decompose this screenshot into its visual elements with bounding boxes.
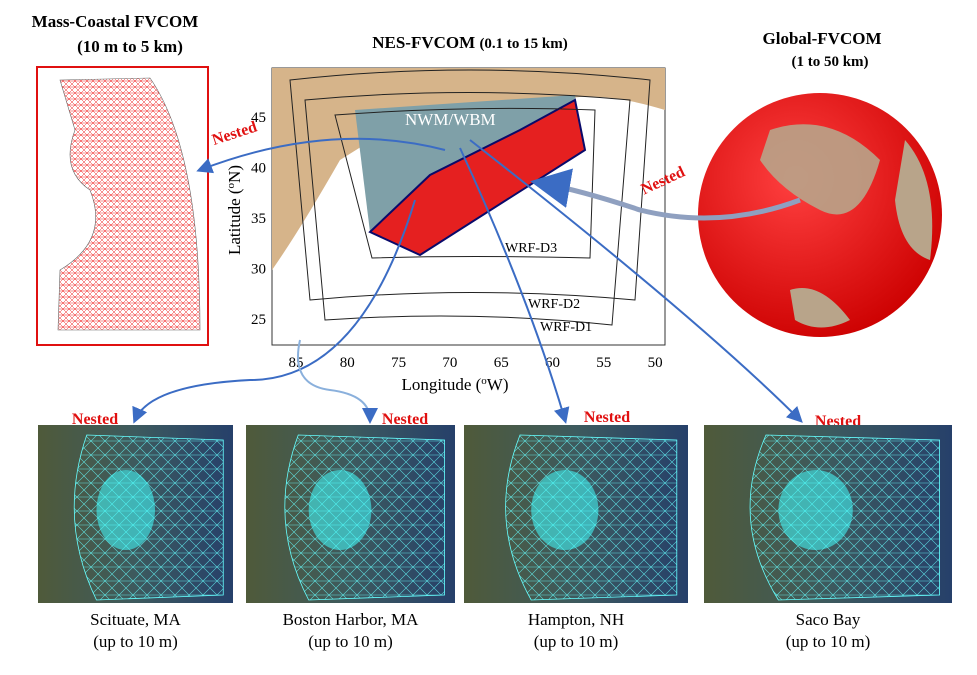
y-tick-label: 45 [251,110,266,126]
land [790,288,850,328]
x-tick-label: 65 [494,355,509,371]
label-part: Longitude ( [401,375,481,394]
x-tick-label: 55 [596,355,611,371]
land [760,124,880,215]
x-tick-label: 75 [391,355,406,371]
site-shallow [778,470,853,550]
site-resolution: (up to 10 m) [308,632,393,651]
domain-label: WRF-D1 [540,320,592,335]
land [895,140,933,260]
x-tick-label: 50 [648,355,663,371]
nested-label: Nested [584,409,630,426]
region-label: NWM/WBM [405,110,496,129]
mesh [368,98,587,257]
site-shallow [96,470,155,550]
panel-title: NES-FVCOM (0.1 to 15 km) [372,33,568,52]
site-name: Hampton, NH [528,610,624,629]
domain-label: WRF-D3 [505,241,557,256]
nested-label: Nested [382,411,428,428]
globe [698,93,942,337]
x-axis-label: Longitude (oW) [401,375,508,394]
y-tick-label: 35 [251,211,266,227]
domain-outline [289,69,651,301]
domain-outline [304,92,631,326]
subtitle-text: (0.1 to 15 km) [479,36,567,52]
label-part: W) [487,375,509,394]
y-axis-label: Latitude (oN) [225,165,244,255]
y-tick-label: 40 [251,161,266,177]
label-part: Latitude ( [225,188,244,255]
site-name: Boston Harbor, MA [283,610,420,629]
site-shallow [531,470,599,550]
arrows [132,137,803,424]
site-shallow [308,470,372,550]
title-text: NES-FVCOM [372,33,475,52]
y-tick-label: 30 [251,262,266,278]
y-tick-label: 25 [251,312,266,328]
site-name: Scituate, MA [90,610,181,629]
domain-label: WRF-D2 [528,297,580,312]
label-part: o [225,182,237,188]
site-name: Saco Bay [796,610,861,629]
mesh [57,77,201,331]
panel-subtitle: (10 m to 5 km) [77,37,183,56]
site-resolution: (up to 10 m) [786,632,871,651]
panel-title: Global-FVCOM [763,29,882,48]
x-tick-label: 70 [442,355,457,371]
domain-outline [334,107,596,259]
panel-title: Mass-Coastal FVCOM [32,12,199,31]
panel-subtitle: (1 to 50 km) [791,54,868,70]
site-resolution: (up to 10 m) [93,632,178,651]
nested-label: Nested [210,118,259,148]
label-part: o [481,375,487,387]
nested-label: Nested [72,411,118,428]
label-part: N) [225,165,244,183]
site-resolution: (up to 10 m) [534,632,619,651]
x-tick-label: 80 [340,355,355,371]
